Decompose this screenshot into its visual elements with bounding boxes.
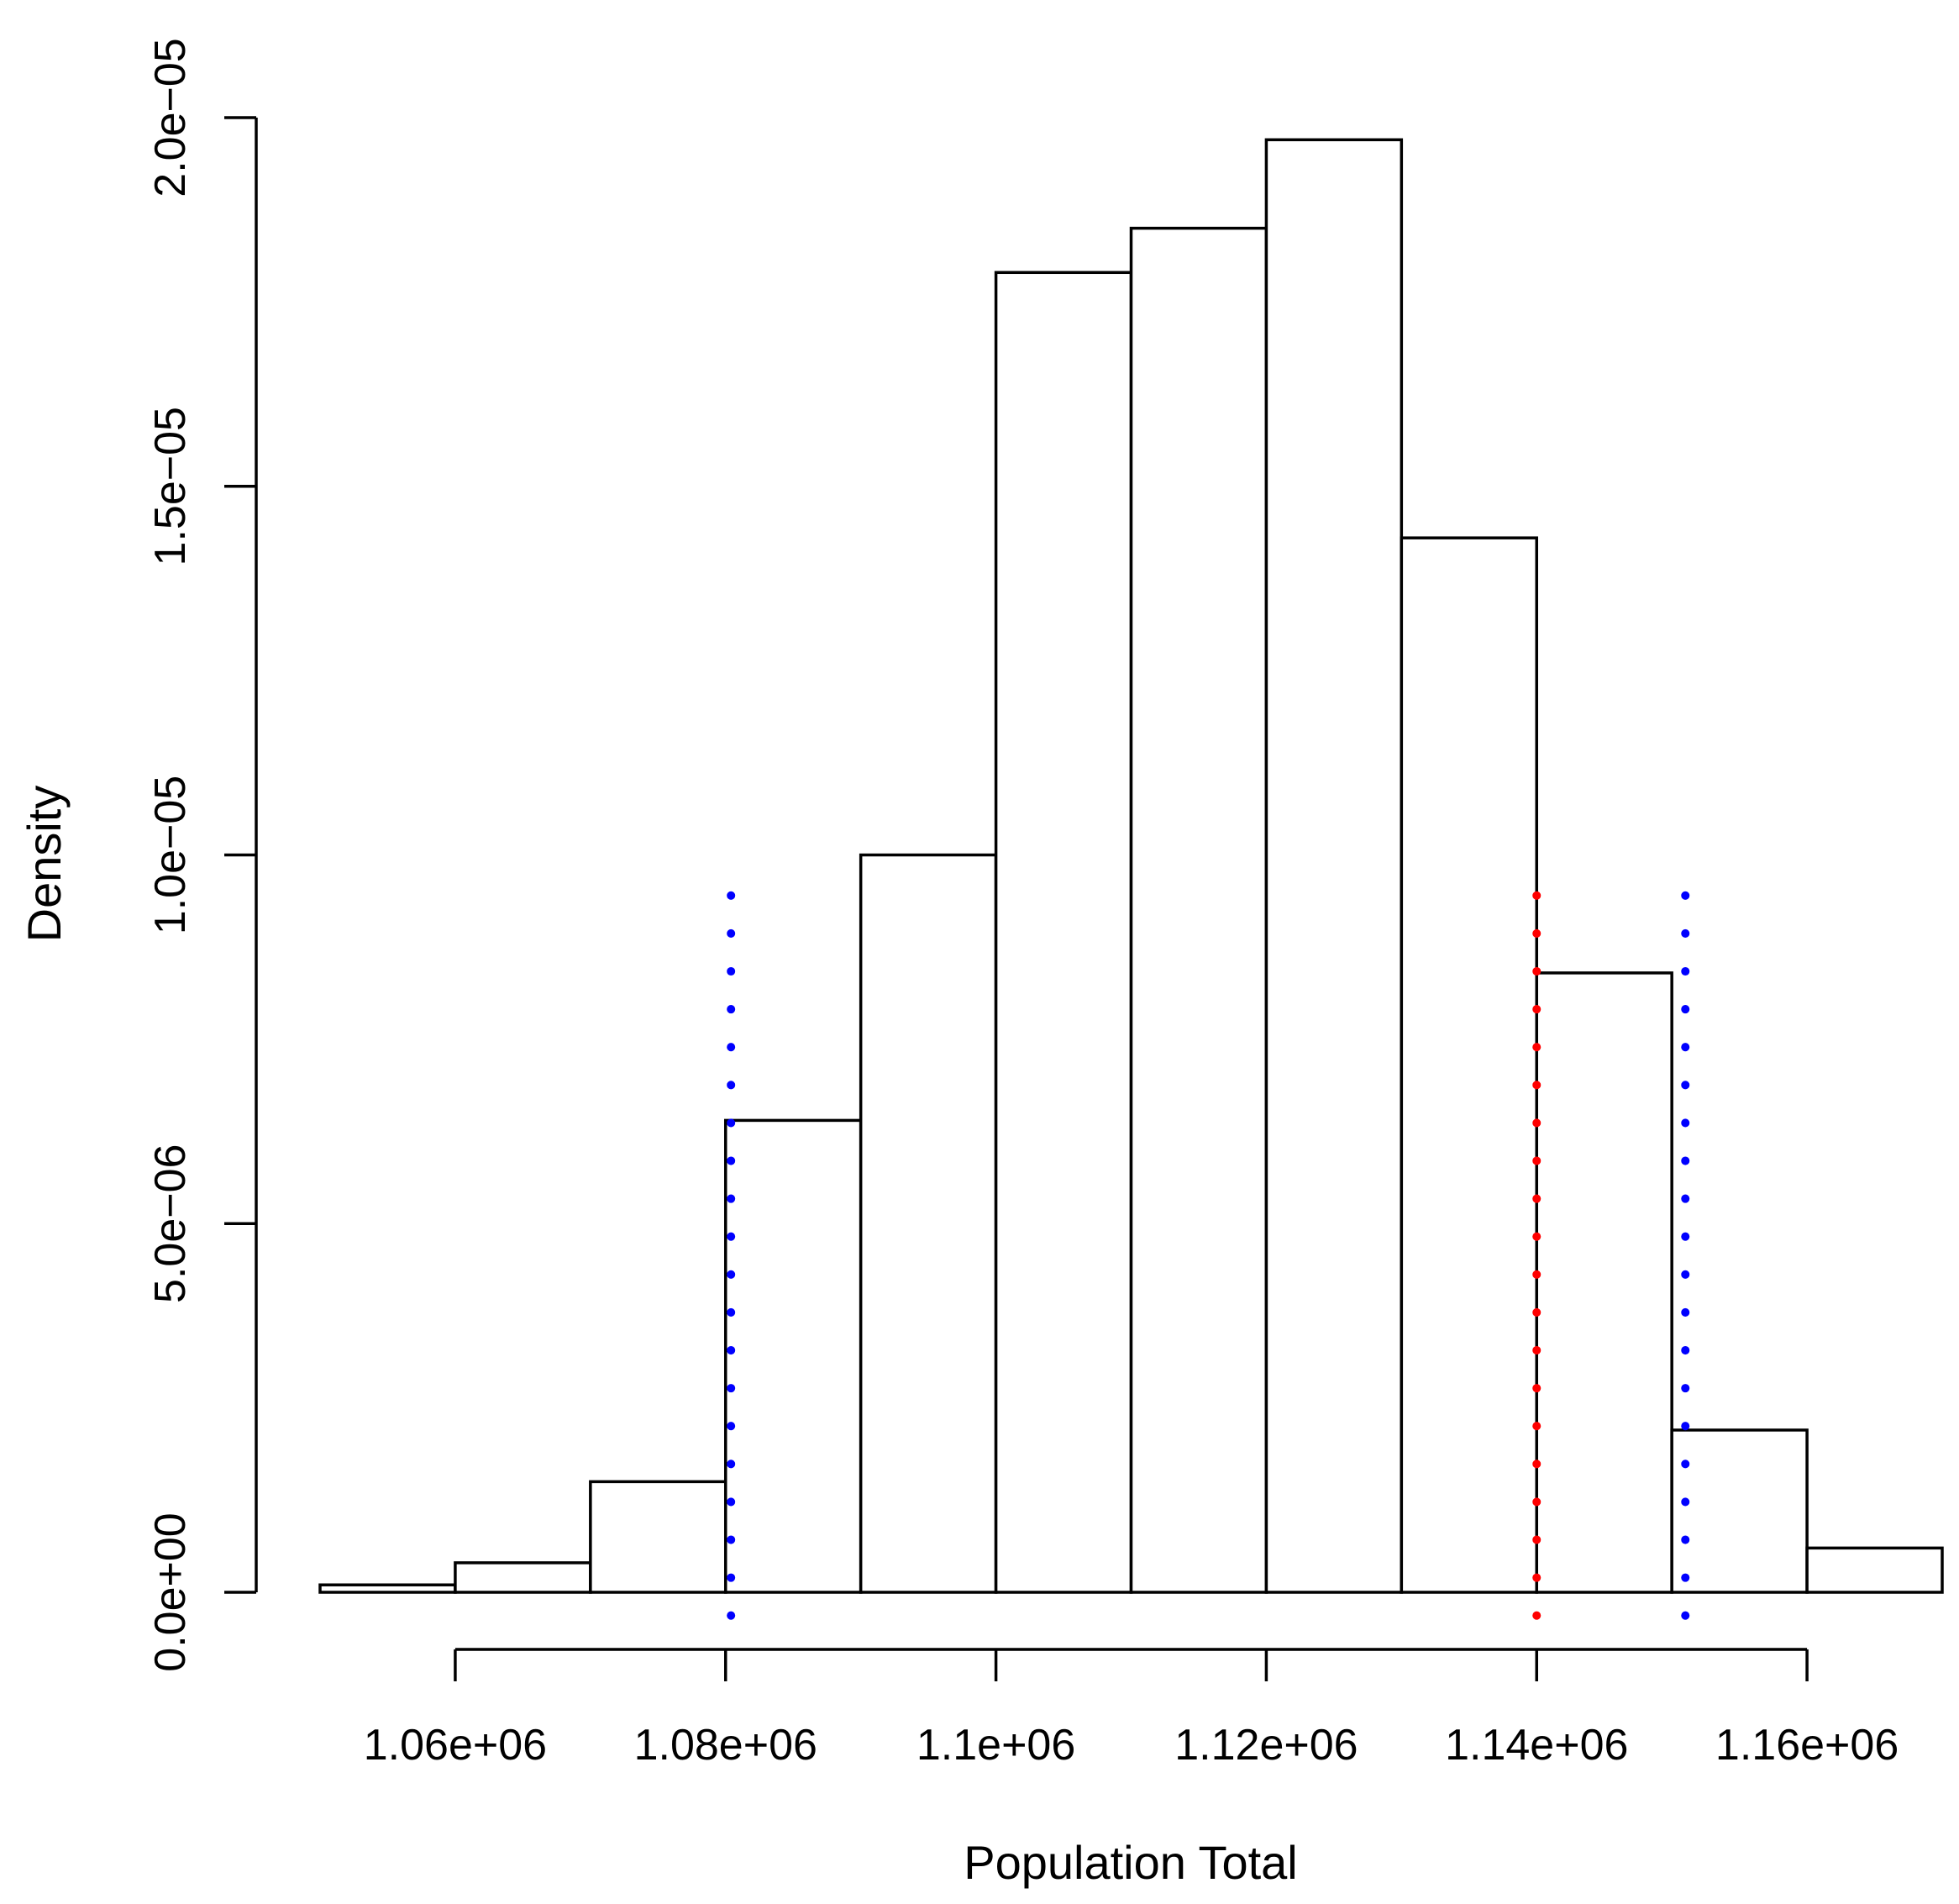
y-tick-label-1: 0.0e+00	[146, 1512, 195, 1671]
x-tick-label-5: 1.14e+06	[1445, 1721, 1628, 1770]
histogram-bar-4	[724, 1118, 863, 1594]
x-axis: 1.06e+06 1.08e+06 1.1e+06 1.12e+06 1.14e+06 1…	[364, 1648, 1899, 1770]
reference-lines	[727, 891, 1690, 1623]
x-tick-label-4: 1.12e+06	[1174, 1721, 1358, 1770]
y-tick-label-2: 5.0e−06	[146, 1144, 195, 1303]
histogram-bar-11	[1670, 1428, 1809, 1594]
x-tick-label-2: 1.08e+06	[634, 1721, 817, 1770]
y-tick-label-4: 1.5e−05	[146, 407, 195, 565]
histogram-bar-9	[1400, 536, 1539, 1594]
y-axis: 0.0e+00 5.0e−06 1.0e−05 1.5e−05 2.0e−05	[146, 38, 258, 1672]
x-tick-label-6: 1.16e+06	[1715, 1721, 1899, 1770]
x-axis-title: Population Total	[964, 1836, 1298, 1889]
x-tick-label-1: 1.06e+06	[364, 1721, 547, 1770]
histogram-bar-6	[994, 271, 1133, 1594]
x-tick-label-3: 1.1e+06	[916, 1721, 1075, 1770]
y-tick-label-5: 2.0e−05	[146, 38, 195, 197]
histogram-bar-8	[1264, 138, 1404, 1594]
histogram-bar-2	[454, 1561, 592, 1594]
histogram-bar-5	[859, 853, 998, 1594]
histogram-bar-10	[1535, 971, 1673, 1594]
histogram-bar-1	[318, 1583, 457, 1594]
histogram-bar-12	[1805, 1546, 1944, 1594]
y-tick-label-3: 1.0e−05	[146, 776, 195, 934]
histogram-bar-3	[589, 1480, 727, 1594]
histogram-bar-7	[1129, 226, 1268, 1594]
histogram-bars	[318, 138, 1944, 1594]
y-axis-title: Density	[18, 786, 71, 943]
